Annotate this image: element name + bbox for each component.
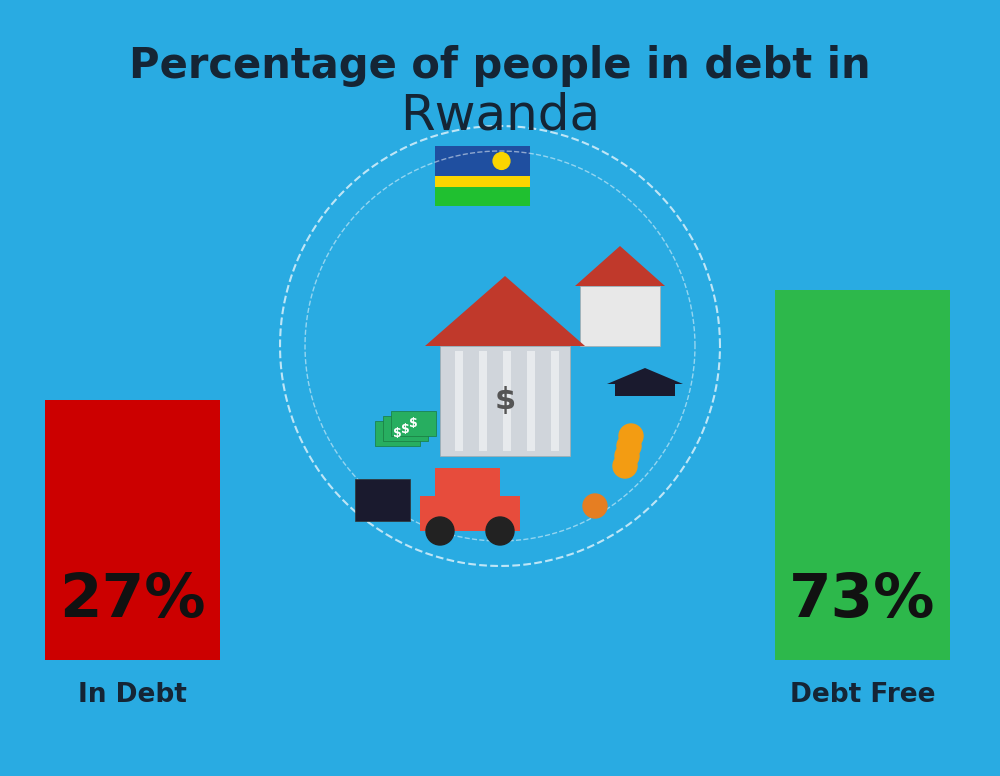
Text: Percentage of people in debt in: Percentage of people in debt in [129, 45, 871, 87]
Text: 73%: 73% [789, 570, 936, 629]
Bar [375, 421, 420, 446]
Bar [479, 351, 487, 451]
Text: $: $ [401, 422, 409, 435]
Bar [527, 351, 535, 451]
Text: $: $ [494, 386, 516, 415]
Bar [355, 479, 410, 521]
Bar [391, 411, 436, 436]
Polygon shape [607, 368, 683, 384]
Bar [435, 468, 500, 496]
Bar [455, 351, 463, 451]
FancyBboxPatch shape [435, 187, 530, 206]
Text: 27%: 27% [59, 570, 206, 629]
FancyBboxPatch shape [435, 176, 530, 187]
Bar [383, 416, 428, 441]
Bar [551, 351, 559, 451]
Circle shape [493, 153, 510, 169]
Text: In Debt: In Debt [78, 682, 187, 708]
Circle shape [613, 454, 637, 478]
Text: $: $ [393, 428, 401, 441]
Bar [45, 400, 220, 660]
Bar [775, 290, 950, 660]
Bar [580, 286, 660, 346]
Text: Rwanda: Rwanda [400, 92, 600, 140]
Circle shape [617, 434, 641, 458]
Bar [420, 496, 520, 531]
Polygon shape [575, 246, 665, 286]
Circle shape [619, 424, 643, 448]
Circle shape [615, 444, 639, 468]
FancyBboxPatch shape [435, 146, 530, 176]
Polygon shape [615, 384, 675, 396]
Bar [503, 351, 511, 451]
Circle shape [426, 517, 454, 545]
Bar [440, 346, 570, 456]
Circle shape [583, 494, 607, 518]
Text: $: $ [409, 417, 417, 431]
Circle shape [486, 517, 514, 545]
Text: Debt Free: Debt Free [790, 682, 935, 708]
Polygon shape [425, 276, 585, 346]
